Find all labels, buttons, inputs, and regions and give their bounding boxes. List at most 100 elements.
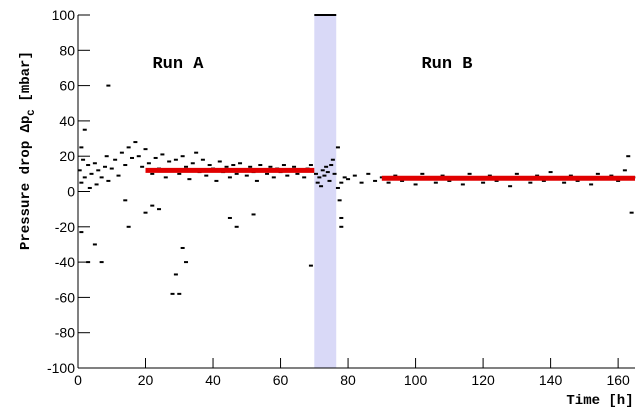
band xyxy=(314,15,337,368)
point xyxy=(292,165,297,168)
point xyxy=(207,164,212,167)
point xyxy=(440,174,445,177)
point xyxy=(194,151,199,154)
point xyxy=(143,211,148,214)
point xyxy=(160,153,165,156)
y-label-unit: [mbar] xyxy=(18,51,34,101)
point xyxy=(227,176,232,179)
point xyxy=(616,179,621,182)
point xyxy=(173,158,178,161)
point xyxy=(234,225,239,228)
point xyxy=(113,158,118,161)
point xyxy=(346,178,351,181)
point xyxy=(234,172,239,175)
point xyxy=(123,199,128,202)
point xyxy=(339,216,344,219)
point xyxy=(244,174,249,177)
y-tick-label: 40 xyxy=(59,113,75,129)
point xyxy=(325,171,330,174)
point xyxy=(238,162,243,165)
point xyxy=(153,156,158,159)
point xyxy=(170,292,175,295)
point xyxy=(87,186,92,189)
point xyxy=(541,179,546,182)
point xyxy=(320,169,325,172)
point xyxy=(313,172,318,175)
point xyxy=(190,162,195,165)
point xyxy=(224,165,229,168)
y-tick-label: -60 xyxy=(55,289,75,305)
point xyxy=(308,164,313,167)
point xyxy=(123,164,128,167)
point xyxy=(322,174,327,177)
y-tick-label: 20 xyxy=(59,148,75,164)
point xyxy=(400,179,405,182)
point xyxy=(180,155,185,158)
point xyxy=(140,165,145,168)
point xyxy=(116,174,121,177)
y-tick-label: -100 xyxy=(47,360,75,376)
point xyxy=(271,176,276,179)
x-tick-label: 120 xyxy=(471,372,495,388)
point xyxy=(106,179,111,182)
point xyxy=(420,172,425,175)
y-label-main: Pressure drop Δp xyxy=(18,116,34,250)
y-axis-label: Pressure drop ΔpC [mbar] xyxy=(18,51,38,250)
point xyxy=(562,181,567,184)
point xyxy=(629,211,634,214)
point xyxy=(227,216,232,219)
point xyxy=(575,179,580,182)
x-tick-label: 160 xyxy=(606,372,630,388)
point xyxy=(295,172,300,175)
point xyxy=(200,158,205,161)
point xyxy=(214,179,219,182)
point xyxy=(494,179,499,182)
point xyxy=(329,164,334,167)
x-tick-label: 80 xyxy=(340,372,356,388)
point xyxy=(335,146,340,149)
point xyxy=(150,204,155,207)
x-tick-label: 40 xyxy=(205,372,221,388)
point xyxy=(184,261,189,264)
x-tick-label: 100 xyxy=(404,372,428,388)
x-tick-label: 0 xyxy=(74,372,82,388)
point xyxy=(268,165,273,168)
y-tick-label: 80 xyxy=(59,42,75,58)
point xyxy=(460,183,465,186)
point xyxy=(177,172,182,175)
point xyxy=(254,179,259,182)
point xyxy=(265,172,270,175)
point xyxy=(324,165,329,168)
point xyxy=(447,179,452,182)
point xyxy=(204,174,209,177)
point xyxy=(146,162,151,165)
point xyxy=(487,174,492,177)
point xyxy=(281,164,286,167)
point xyxy=(177,292,182,295)
point xyxy=(92,162,97,165)
point xyxy=(342,176,347,179)
point xyxy=(86,164,91,167)
point xyxy=(595,172,600,175)
point xyxy=(528,181,533,184)
point xyxy=(626,155,631,158)
point xyxy=(92,243,97,246)
y-tick-label: -20 xyxy=(55,219,75,235)
annotation: Run B xyxy=(421,55,472,74)
point xyxy=(339,181,344,184)
point xyxy=(143,148,148,151)
point xyxy=(373,179,378,182)
y-tick-label: -40 xyxy=(55,254,75,270)
point xyxy=(167,160,172,163)
point xyxy=(104,155,109,158)
point xyxy=(82,176,87,179)
point xyxy=(96,169,101,172)
point xyxy=(433,181,438,184)
point xyxy=(99,261,104,264)
x-tick-label: 20 xyxy=(138,372,154,388)
y-label-sub: C xyxy=(27,110,38,116)
point xyxy=(317,176,322,179)
point xyxy=(184,165,189,168)
point xyxy=(332,172,337,175)
